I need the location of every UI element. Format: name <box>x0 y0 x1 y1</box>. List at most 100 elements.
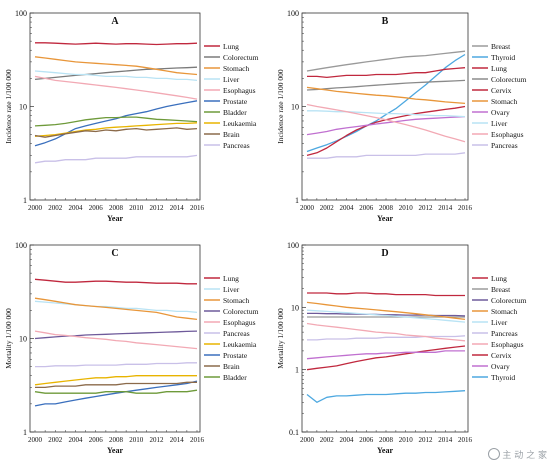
y-tick-label: 1 <box>295 366 299 375</box>
legend-label: Lung <box>223 42 239 51</box>
x-tick-label: 2000 <box>28 204 43 212</box>
legend-label: Breast <box>491 42 511 51</box>
x-tick-label: 2014 <box>438 204 453 212</box>
legend-label: Lung <box>223 274 239 283</box>
series-line-bladder <box>34 116 198 127</box>
legend-label: Liver <box>491 119 508 128</box>
series-line-breast <box>306 50 466 72</box>
x-tick-label: 2004 <box>69 204 84 212</box>
panel-c: 1 10 100 2000 2002 2004 2006 2008 2010 2012 2014 20… <box>4 241 259 455</box>
legend-label: Colorectum <box>223 307 259 316</box>
x-tick-label: 2010 <box>399 204 414 212</box>
panel-d: 0.1 1 10 100 2000 2002 2004 2006 2008 2010 2012 201… <box>276 241 527 455</box>
x-tick-label: 2012 <box>150 204 165 212</box>
legend-label: Stomach <box>223 296 249 305</box>
x-tick-label: 2002 <box>48 436 63 444</box>
watermark-logo-icon <box>488 448 501 460</box>
watermark: 主 动 之 家 <box>488 448 547 461</box>
x-tick-label: 2008 <box>109 436 124 444</box>
legend-label: Pancreas <box>223 329 250 338</box>
y-axis-label: Incidence rate 1/100 000 <box>276 69 285 144</box>
chart-title: C <box>111 248 118 259</box>
series-line-liver <box>34 70 198 82</box>
series-line-lung <box>307 67 466 79</box>
y-tick-label: 10 <box>291 303 299 312</box>
legend-label: Thyroid <box>491 53 515 62</box>
x-tick-label: 2000 <box>300 204 315 212</box>
x-tick-label: 2008 <box>379 436 394 444</box>
legend-label: Liver <box>223 285 240 294</box>
x-tick-label: 2000 <box>300 436 315 444</box>
legend-label: Lung <box>491 64 507 73</box>
x-tick-label: 2012 <box>150 436 165 444</box>
y-tick-label: 1 <box>23 428 27 437</box>
series-line-prostate <box>34 100 198 147</box>
x-tick-label: 2000 <box>28 436 43 444</box>
x-tick-label: 2006 <box>359 204 374 212</box>
series-line-prostate <box>34 380 198 407</box>
legend-label: Stomach <box>491 307 517 316</box>
series-line-esophagus <box>306 322 466 342</box>
legend-label: Colorectum <box>491 75 527 84</box>
series-line-colorectum <box>306 79 466 91</box>
x-tick-label: 2004 <box>69 436 84 444</box>
y-tick-label: 100 <box>15 241 27 250</box>
legend-label: Bladder <box>223 108 247 117</box>
x-tick-label: 2006 <box>89 204 104 212</box>
x-tick-label: 2010 <box>129 436 144 444</box>
series-line-bladder <box>34 389 198 394</box>
legend: Breast Thyroid Lung Colorectum Cervix Stomach… <box>472 42 527 150</box>
legend-label: Liver <box>223 75 240 84</box>
legend-label: Ovary <box>491 362 510 371</box>
legend-label: Brain <box>223 130 240 139</box>
series-line-stomach <box>306 86 466 105</box>
series-line-pancreas <box>307 335 466 341</box>
chart-title: B <box>382 16 389 27</box>
series-line-colorectum <box>34 66 198 81</box>
series-line-liver <box>307 110 466 118</box>
legend-label: Stomach <box>223 64 249 73</box>
series-line-stomach <box>34 297 198 321</box>
legend-label: Cervix <box>491 86 512 95</box>
x-tick-label: 2016 <box>190 204 205 212</box>
x-tick-label: 2014 <box>170 204 185 212</box>
x-tick-label: 2002 <box>320 204 335 212</box>
x-tick-label: 2004 <box>340 436 355 444</box>
legend-label: Liver <box>491 318 508 327</box>
y-tick-label: 0.1 <box>289 428 299 437</box>
y-tick-label: 100 <box>287 9 299 18</box>
x-tick-label: 2002 <box>320 436 335 444</box>
y-tick-label: 10 <box>19 335 27 344</box>
series-line-leukaemia <box>34 122 198 137</box>
legend-label: Pancreas <box>491 141 518 150</box>
x-tick-label: 2012 <box>419 436 434 444</box>
y-tick-label: 1 <box>295 196 299 205</box>
x-tick-label: 2010 <box>129 204 144 212</box>
series-line-pancreas <box>35 362 197 368</box>
legend-label: Leukaemia <box>223 119 257 128</box>
legend-label: Brain <box>223 362 240 371</box>
plot-frame <box>29 12 201 201</box>
series-line-brain <box>34 127 198 138</box>
series-line-esophagus <box>34 330 198 350</box>
series-line-thyroid <box>306 53 466 153</box>
legend-label: Ovary <box>491 108 510 117</box>
series-line-liver <box>306 309 466 323</box>
series-line-colorectum <box>307 312 466 317</box>
x-tick-label: 2014 <box>170 436 185 444</box>
series-line-stomach <box>34 56 198 76</box>
series-line-lung <box>35 42 198 46</box>
legend-label: Lung <box>491 274 507 283</box>
legend-label: Cervix <box>491 351 512 360</box>
legend-label: Colorectum <box>223 53 259 62</box>
series-line-lung <box>307 292 465 297</box>
watermark-text: 主 动 之 家 <box>502 451 547 461</box>
series-line-thyroid <box>306 390 466 403</box>
legend: Lung Breast Colorectum Stomach Liver Pancreas… <box>472 274 527 382</box>
x-tick-label: 2006 <box>359 436 374 444</box>
x-tick-label: 2016 <box>458 436 473 444</box>
legend-label: Thyroid <box>491 373 515 382</box>
series-line-leukaemia <box>34 375 197 386</box>
x-tick-label: 2006 <box>89 436 104 444</box>
chart-title: D <box>381 248 388 259</box>
